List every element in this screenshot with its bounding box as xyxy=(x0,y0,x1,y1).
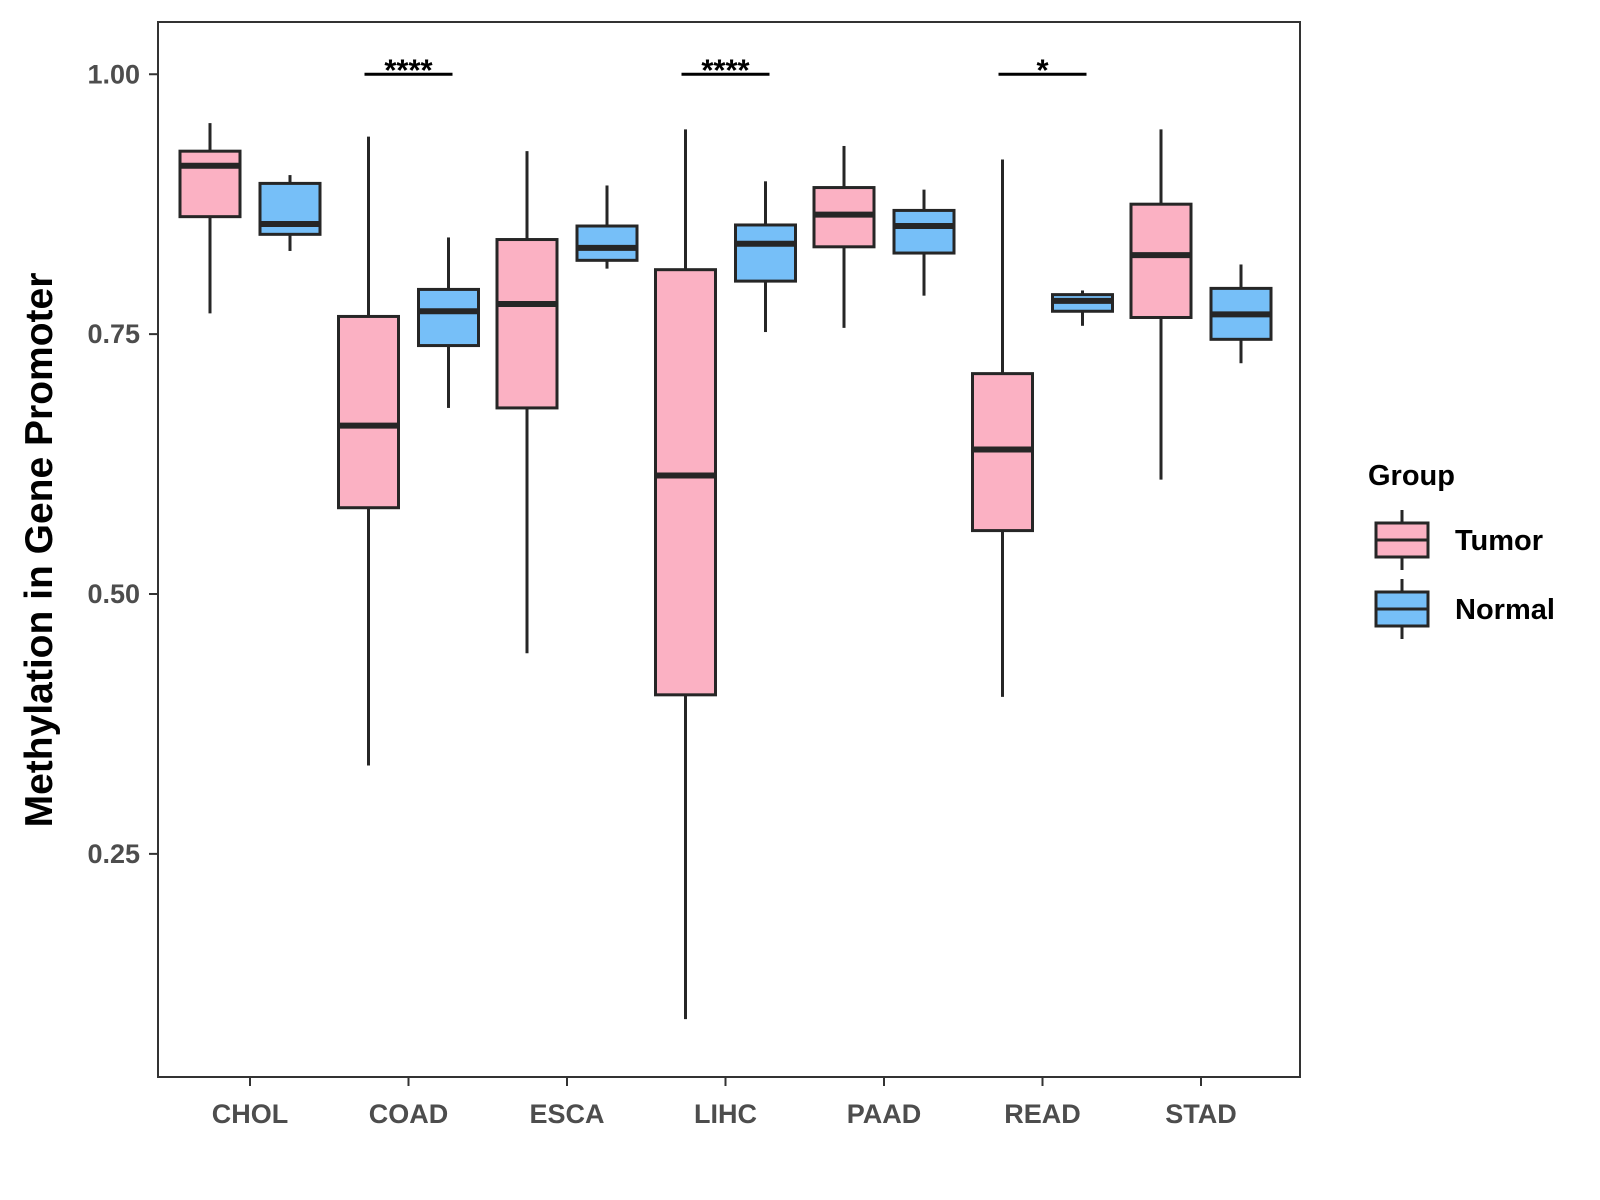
box-normal-lihc xyxy=(734,181,797,333)
legend-label-tumor: Tumor xyxy=(1455,525,1543,557)
box-body-normal-coad xyxy=(417,287,480,348)
significance-label-coad: **** xyxy=(384,52,433,87)
y-tick-label-2: 0.75 xyxy=(87,319,140,349)
x-tick-label-paad: PAAD xyxy=(847,1099,922,1129)
box-normal-paad xyxy=(892,189,956,296)
legend-label-normal: Normal xyxy=(1455,594,1555,626)
box-body-normal-lihc xyxy=(734,223,797,283)
box-body-normal-esca xyxy=(575,224,639,262)
box-normal-stad xyxy=(1209,264,1273,364)
box-body-tumor-chol xyxy=(178,149,242,219)
x-tick-label-read: READ xyxy=(1004,1099,1081,1129)
box-normal-chol xyxy=(258,175,322,251)
y-tick-label-1: 0.50 xyxy=(87,579,140,609)
x-tick-label-stad: STAD xyxy=(1165,1099,1237,1129)
box-tumor-read xyxy=(971,159,1034,697)
significance-label-lihc: **** xyxy=(701,52,750,87)
box-body-tumor-coad xyxy=(337,314,400,510)
box-tumor-stad xyxy=(1129,129,1193,480)
legend-title: Group xyxy=(1368,460,1455,492)
x-tick-label-lihc: LIHC xyxy=(694,1099,757,1129)
box-body-tumor-stad xyxy=(1129,202,1193,319)
box-tumor-esca xyxy=(495,151,559,654)
box-tumor-paad xyxy=(812,145,876,328)
y-axis-title: Methylation in Gene Promoter xyxy=(18,273,61,828)
y-tick-label-0: 0.25 xyxy=(87,839,140,869)
x-tick-label-chol: CHOL xyxy=(212,1099,289,1129)
box-body-normal-paad xyxy=(892,208,956,255)
box-normal-coad xyxy=(417,237,480,408)
chart-marks: **** **** * xyxy=(178,52,1273,1020)
box-tumor-coad xyxy=(337,136,400,766)
legend-entry-tumor: Tumor xyxy=(1374,510,1543,570)
box-tumor-lihc xyxy=(654,129,717,1020)
x-tick-label-coad: COAD xyxy=(369,1099,449,1129)
box-normal-read xyxy=(1051,290,1114,326)
x-tick-label-esca: ESCA xyxy=(529,1099,604,1129)
box-body-tumor-esca xyxy=(495,238,559,410)
box-normal-esca xyxy=(575,185,639,269)
box-tumor-chol xyxy=(178,123,242,314)
plot-panel-border xyxy=(157,21,1301,1078)
chart-axes: 0.25 0.50 0.75 1.00 CHOL COAD ESCA LIHC PAAD READ… xyxy=(87,59,1236,1129)
box-body-tumor-lihc xyxy=(654,268,717,697)
legend-entry-normal: Normal xyxy=(1374,579,1555,639)
significance-label-read: * xyxy=(1036,52,1049,87)
legend: Group Tumor Normal xyxy=(1368,460,1555,639)
significance-read: * xyxy=(998,52,1087,87)
significance-lihc: **** xyxy=(681,52,770,87)
significance-coad: **** xyxy=(364,52,453,87)
y-tick-label-3: 1.00 xyxy=(87,59,140,89)
